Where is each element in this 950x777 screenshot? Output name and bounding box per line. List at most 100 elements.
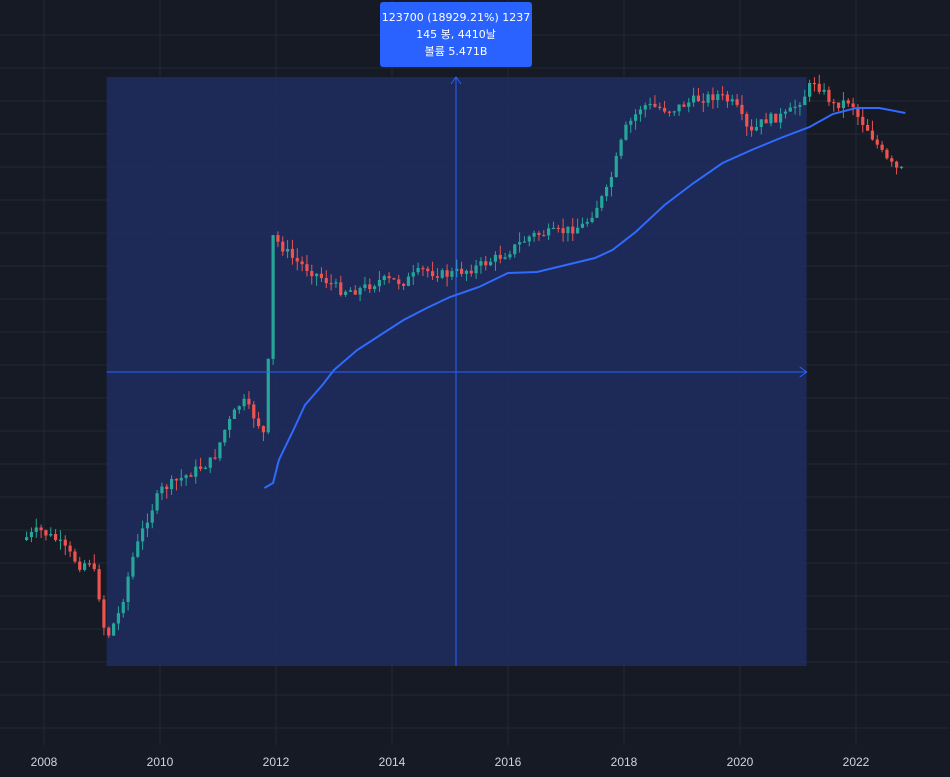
candle-body bbox=[435, 276, 440, 278]
x-tick-label: 2018 bbox=[610, 755, 638, 769]
candle-body bbox=[136, 541, 140, 557]
candle-body bbox=[571, 226, 575, 234]
candle-body bbox=[387, 276, 391, 279]
candle-body bbox=[866, 125, 870, 131]
candle-body bbox=[199, 466, 203, 469]
candle-body bbox=[112, 623, 116, 636]
candle-body bbox=[44, 530, 48, 536]
candle-body bbox=[754, 126, 759, 131]
candle-body bbox=[460, 268, 464, 274]
candle-body bbox=[687, 102, 691, 107]
candle-body bbox=[445, 270, 449, 277]
candle-body bbox=[73, 551, 77, 562]
candle-body bbox=[450, 271, 454, 277]
candle-body bbox=[54, 534, 58, 541]
candle-body bbox=[875, 139, 879, 145]
candle-body bbox=[580, 223, 585, 228]
measure-arrowhead-up bbox=[450, 76, 462, 85]
candle-body bbox=[779, 113, 783, 123]
candle-body bbox=[348, 290, 353, 292]
candle-body bbox=[363, 284, 367, 289]
candle-body bbox=[885, 149, 889, 159]
candle-body bbox=[83, 563, 87, 570]
candle-body bbox=[382, 276, 386, 281]
candle-body bbox=[126, 576, 130, 603]
candle-body bbox=[696, 95, 701, 102]
candle-body bbox=[49, 534, 53, 536]
candle-body bbox=[895, 161, 899, 168]
candle-body bbox=[39, 527, 43, 531]
candle-body bbox=[87, 563, 92, 565]
candle-body bbox=[257, 418, 261, 427]
candle-body bbox=[281, 241, 285, 252]
candle-body bbox=[880, 144, 884, 150]
candle-body bbox=[160, 486, 164, 494]
candle-body bbox=[827, 89, 831, 103]
candle-body bbox=[266, 358, 270, 433]
x-tick-label: 2014 bbox=[378, 755, 406, 769]
candle-body bbox=[750, 126, 754, 131]
candle-body bbox=[34, 527, 38, 532]
candle-body bbox=[783, 111, 788, 114]
candle-body bbox=[179, 477, 183, 481]
candle-body bbox=[78, 561, 82, 570]
candle-body bbox=[484, 261, 488, 266]
candle-body bbox=[716, 94, 720, 101]
candle-body bbox=[600, 196, 604, 208]
candle-body bbox=[228, 418, 232, 430]
candle-body bbox=[474, 265, 478, 274]
candle-body bbox=[890, 158, 894, 162]
candle-body bbox=[208, 457, 212, 468]
candle-body bbox=[576, 227, 580, 234]
candle-body bbox=[92, 563, 96, 570]
candle-body bbox=[131, 556, 135, 577]
candle-body bbox=[856, 107, 860, 117]
candle-body bbox=[397, 279, 401, 284]
candle-body bbox=[421, 267, 425, 270]
candle-body bbox=[29, 531, 34, 538]
candle-body bbox=[402, 283, 406, 286]
candle-body bbox=[556, 227, 560, 230]
candle-body bbox=[605, 187, 609, 197]
candle-body bbox=[174, 478, 179, 481]
candle-body bbox=[406, 276, 411, 286]
candle-body bbox=[305, 264, 309, 271]
candle-body bbox=[740, 104, 744, 115]
candle-body bbox=[837, 102, 841, 109]
candle-body bbox=[725, 94, 730, 102]
candle-body bbox=[735, 99, 739, 105]
candle-body bbox=[339, 282, 343, 295]
candle-body bbox=[798, 105, 802, 107]
candle-body bbox=[416, 267, 420, 273]
candle-body bbox=[822, 89, 826, 92]
candle-body bbox=[774, 113, 778, 123]
candle-body bbox=[561, 228, 565, 234]
candle-body bbox=[701, 101, 705, 103]
moving-average-line bbox=[263, 107, 906, 489]
candle-body bbox=[692, 95, 696, 103]
x-tick-label: 2008 bbox=[30, 755, 58, 769]
candle-body bbox=[619, 139, 623, 156]
candle-body bbox=[788, 107, 792, 112]
candle-body bbox=[638, 109, 643, 115]
candle-body bbox=[276, 235, 280, 242]
measure-volume: 볼륨 5.471B bbox=[424, 44, 488, 58]
measure-bars-days: 145 봉, 4410날 bbox=[416, 27, 496, 41]
candle-body bbox=[522, 241, 527, 243]
candle-body bbox=[150, 510, 154, 523]
candle-body bbox=[808, 82, 812, 97]
candle-body bbox=[223, 429, 227, 443]
candle-body bbox=[493, 254, 498, 262]
candle-body bbox=[329, 283, 333, 285]
candle-body bbox=[232, 409, 237, 419]
candle-body bbox=[411, 272, 415, 277]
candle-body bbox=[373, 286, 377, 290]
candle-body bbox=[237, 406, 241, 410]
candle-body bbox=[629, 120, 633, 125]
candle-body bbox=[653, 103, 657, 107]
candle-body bbox=[677, 104, 681, 112]
candle-body bbox=[58, 539, 63, 541]
measure-arrowhead-right bbox=[799, 366, 808, 378]
